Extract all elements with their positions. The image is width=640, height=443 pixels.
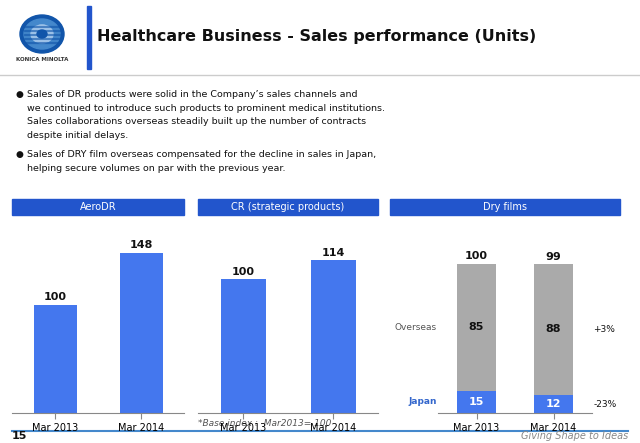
Bar [24, 30, 60, 31]
Text: 114: 114 [321, 248, 345, 258]
Text: 99: 99 [546, 252, 561, 262]
Bar [457, 264, 496, 391]
Text: *Base index :  Mar2013= 100: *Base index : Mar2013= 100 [198, 419, 332, 427]
Text: helping secure volumes on par with the previous year.: helping secure volumes on par with the p… [27, 163, 285, 172]
Text: ●: ● [15, 150, 23, 159]
Text: ●: ● [15, 90, 23, 99]
Text: Healthcare Business - Sales performance (Units): Healthcare Business - Sales performance … [97, 28, 536, 43]
Ellipse shape [20, 15, 64, 53]
Text: -23%: -23% [593, 400, 617, 408]
Text: AeroDR: AeroDR [80, 202, 116, 212]
Text: Dry films: Dry films [483, 202, 527, 212]
Text: KONICA MINOLTA: KONICA MINOLTA [16, 57, 68, 62]
Bar [24, 42, 60, 43]
Text: 100: 100 [44, 292, 67, 302]
Text: Sales collaborations overseas steadily built up the number of contracts: Sales collaborations overseas steadily b… [27, 117, 366, 126]
Bar [0, 0, 640, 75]
Bar [534, 264, 573, 395]
Bar [12, 199, 184, 215]
Text: 148: 148 [129, 240, 153, 250]
Text: Sales of DRY film overseas compensated for the decline in sales in Japan,: Sales of DRY film overseas compensated f… [27, 150, 376, 159]
Bar [120, 253, 163, 413]
Text: 100: 100 [465, 251, 488, 261]
Bar [390, 199, 620, 215]
Bar [457, 391, 496, 413]
Text: +3%: +3% [593, 325, 616, 334]
Bar [24, 26, 60, 27]
Bar [534, 395, 573, 413]
Text: CR (strategic products): CR (strategic products) [232, 202, 344, 212]
Text: despite initial delays.: despite initial delays. [27, 131, 128, 140]
Text: 15: 15 [469, 397, 484, 407]
Text: 88: 88 [546, 324, 561, 334]
Text: we continued to introduce such products to prominent medical institutions.: we continued to introduce such products … [27, 104, 385, 113]
Text: Japan: Japan [408, 397, 436, 406]
Bar [24, 34, 60, 35]
Bar [87, 6, 91, 69]
Bar [310, 260, 355, 413]
Ellipse shape [37, 30, 47, 38]
Text: Overseas: Overseas [394, 323, 436, 332]
Bar [24, 38, 60, 39]
Ellipse shape [24, 19, 60, 49]
Text: Giving Shape to Ideas: Giving Shape to Ideas [521, 431, 628, 441]
Bar [198, 199, 378, 215]
Bar [221, 279, 266, 413]
Text: Sales of DR products were solid in the Company’s sales channels and: Sales of DR products were solid in the C… [27, 90, 358, 99]
Ellipse shape [31, 25, 53, 43]
Text: 15: 15 [12, 431, 28, 441]
Bar [33, 305, 77, 413]
Text: 85: 85 [469, 322, 484, 332]
Text: 100: 100 [232, 267, 255, 276]
Text: 12: 12 [546, 399, 561, 409]
